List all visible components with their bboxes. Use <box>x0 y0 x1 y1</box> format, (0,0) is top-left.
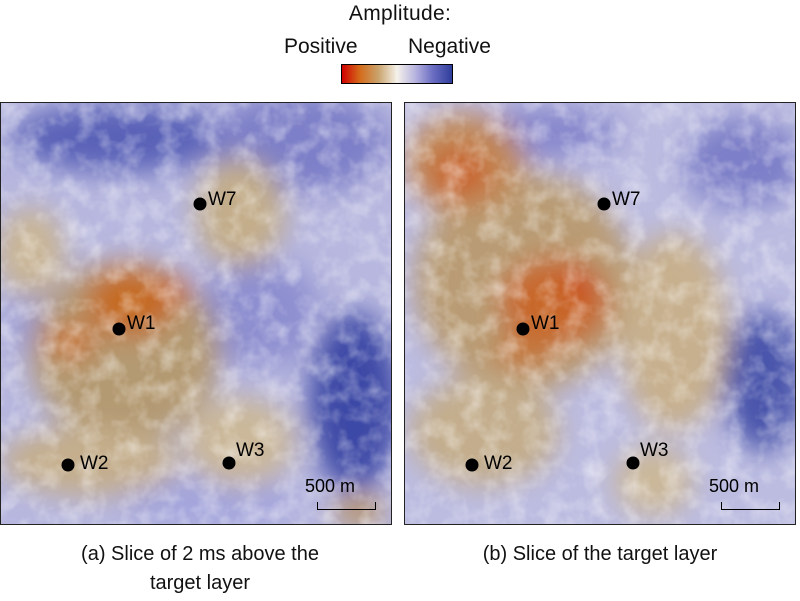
well-w1-marker <box>112 322 126 336</box>
well-w7-marker <box>597 197 611 211</box>
well-w2-label: W2 <box>484 452 513 474</box>
scale-bar-label: 500 m <box>709 476 760 496</box>
panel-a-caption-line2: target layer <box>149 572 251 594</box>
well-w7-marker <box>193 197 207 211</box>
well-w3-label: W3 <box>640 439 669 461</box>
scale-bar <box>721 502 780 510</box>
panel-b-caption: (b) Slice of the target layer <box>404 540 796 569</box>
panel-a-map: W7 W1 W2 W3 500 m <box>0 102 392 525</box>
well-w2-label: W2 <box>80 452 109 474</box>
scale-bar <box>317 502 376 510</box>
panel-a-caption-line1: (a) Slice of 2 ms above the <box>81 543 319 565</box>
panel-a-caption: (a) Slice of 2 ms above the target layer <box>0 540 400 598</box>
scale-bar-label: 500 m <box>305 476 356 496</box>
panel-b-amplitude-map <box>405 103 795 524</box>
amplitude-colorbar <box>341 64 453 84</box>
panel-a-amplitude-map <box>1 103 391 524</box>
panel-b-caption-line1: (b) Slice of the target layer <box>482 543 718 565</box>
well-w1-label: W1 <box>531 312 560 334</box>
legend-negative-label: Negative <box>408 35 491 58</box>
well-w1-marker <box>516 322 530 336</box>
well-w3-marker <box>626 456 640 470</box>
legend-title: Amplitude: <box>348 2 452 25</box>
well-w2-marker <box>465 458 479 472</box>
panel-b-map: W7 W1 W2 W3 500 m <box>404 102 796 525</box>
well-w3-marker <box>222 456 236 470</box>
well-w7-label: W7 <box>208 188 237 210</box>
well-w3-label: W3 <box>236 439 265 461</box>
well-w1-label: W1 <box>127 312 156 334</box>
well-w7-label: W7 <box>612 188 641 210</box>
legend-positive-label: Positive <box>284 35 358 58</box>
well-w2-marker <box>61 458 75 472</box>
